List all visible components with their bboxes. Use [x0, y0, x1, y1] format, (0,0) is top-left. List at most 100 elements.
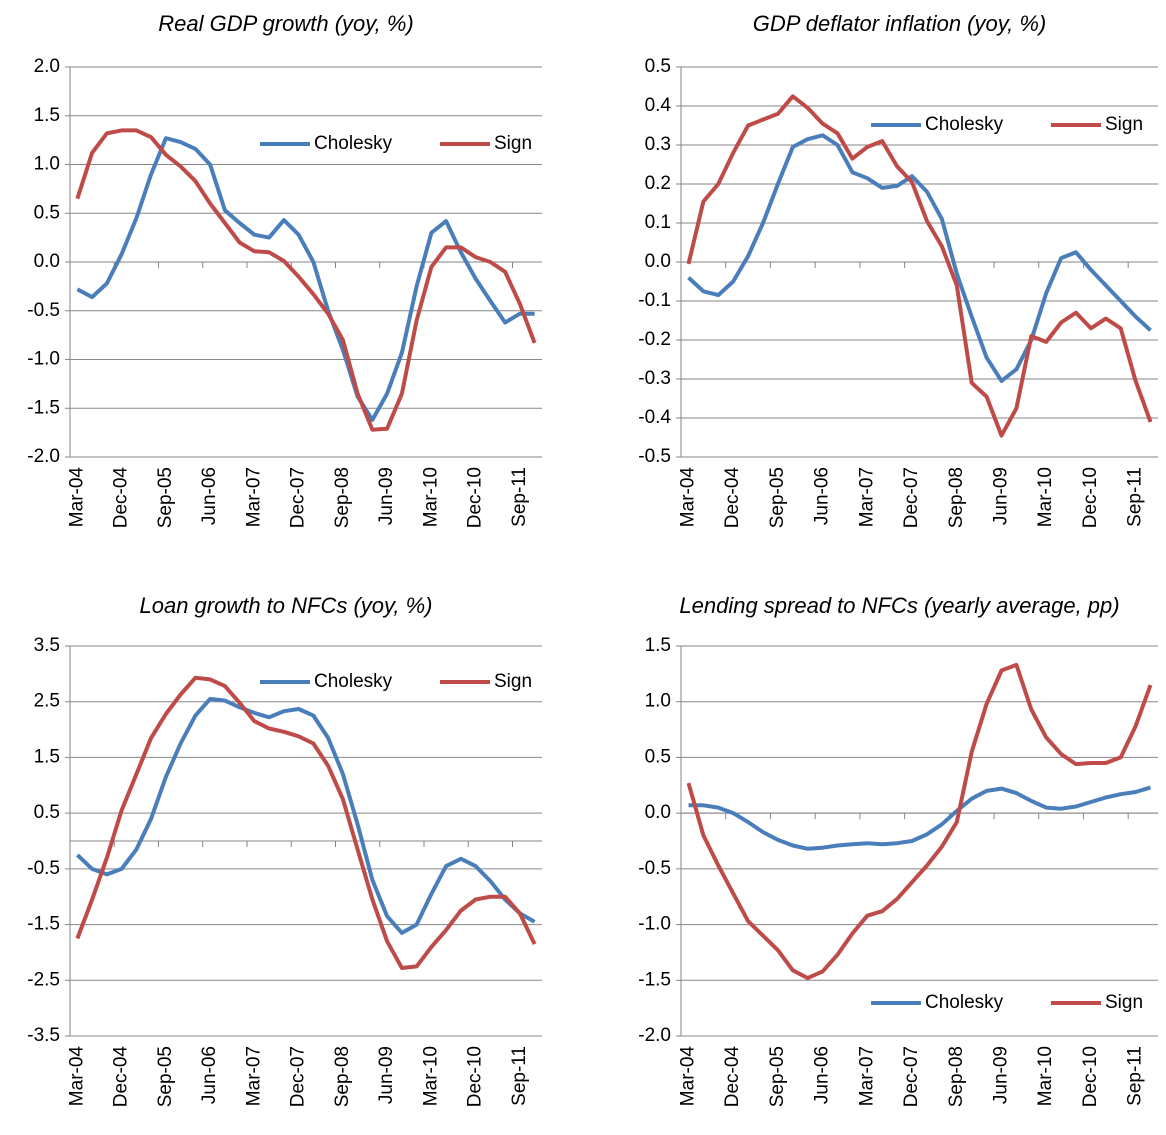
x-tick-label: Dec-04 [111, 1046, 132, 1108]
chart-title: GDP deflator inflation (yoy, %) [753, 11, 1046, 36]
y-tick-label: -0.5 [638, 446, 671, 467]
x-tick-label: Sep-11 [1125, 467, 1146, 527]
x-tick-label: Sep-08 [946, 467, 967, 528]
y-tick-label: -3.5 [27, 1025, 60, 1046]
legend-label: Cholesky [314, 133, 393, 154]
x-tick-label: Jun-09 [991, 1046, 1012, 1104]
x-tick-label: Jun-06 [199, 467, 220, 525]
x-tick-label: Mar-07 [856, 1046, 877, 1106]
x-tick-label: Jun-06 [812, 1046, 833, 1104]
y-tick-label: -1.0 [638, 914, 671, 935]
x-tick-label: Mar-04 [66, 1046, 87, 1107]
y-tick-label: 0.5 [34, 202, 60, 223]
x-tick-label: Mar-07 [856, 467, 877, 527]
x-tick-label: Dec-07 [901, 1046, 922, 1107]
legend-label: Sign [1105, 992, 1143, 1013]
x-tick-label: Dec-10 [1080, 1046, 1101, 1107]
x-tick-label: Sep-11 [1125, 1046, 1146, 1106]
x-tick-label: Dec-10 [465, 467, 486, 528]
y-tick-label: 0.5 [645, 746, 671, 767]
x-tick-label: Sep-05 [155, 467, 176, 528]
x-tick-label: Mar-07 [243, 1046, 264, 1106]
chart-title: Real GDP growth (yoy, %) [158, 11, 414, 36]
legend-label: Sign [494, 133, 532, 154]
y-tick-label: 1.5 [34, 105, 60, 126]
y-tick-label: -0.3 [638, 368, 671, 389]
y-tick-label: -2.0 [27, 446, 60, 467]
legend-label: Cholesky [925, 992, 1004, 1013]
y-tick-label: 2.0 [34, 56, 60, 77]
chart-title: Lending spread to NFCs (yearly average, … [679, 593, 1119, 618]
series-line [688, 785, 1152, 851]
y-tick-label: -1.0 [27, 349, 60, 370]
chart-title: Loan growth to NFCs (yoy, %) [139, 593, 432, 618]
x-tick-label: Dec-07 [288, 1046, 309, 1107]
legend-label: Sign [1105, 114, 1143, 135]
x-tick-label: Dec-04 [111, 467, 132, 529]
x-tick-label: Jun-09 [376, 467, 397, 525]
legend-label: Sign [494, 671, 532, 692]
legend-label: Cholesky [925, 114, 1004, 135]
x-tick-label: Dec-10 [1080, 467, 1101, 528]
x-tick-label: Mar-10 [420, 1046, 441, 1106]
y-tick-label: 0.0 [645, 802, 671, 823]
series-line [75, 128, 537, 432]
y-tick-label: -1.5 [638, 969, 671, 990]
y-tick-label: -2.5 [27, 969, 60, 990]
series-line [686, 662, 1153, 981]
y-tick-label: 0.2 [645, 173, 671, 194]
x-tick-label: Jun-09 [991, 467, 1012, 525]
x-tick-label: Mar-07 [243, 467, 264, 527]
series-line [686, 94, 1153, 438]
y-tick-label: 0.0 [34, 251, 60, 272]
y-tick-label: -0.2 [638, 329, 671, 350]
x-tick-label: Dec-07 [901, 467, 922, 528]
x-tick-label: Mar-10 [1035, 467, 1056, 527]
x-tick-label: Mar-04 [677, 1046, 698, 1107]
x-tick-label: Sep-05 [155, 1046, 176, 1107]
y-tick-label: 0.4 [645, 95, 672, 116]
y-tick-label: 1.0 [645, 691, 671, 712]
x-tick-label: Sep-05 [767, 1046, 788, 1107]
y-tick-label: 0.5 [645, 56, 671, 77]
y-tick-label: 1.0 [34, 154, 60, 175]
series-line [76, 136, 535, 422]
x-tick-label: Jun-06 [812, 467, 833, 525]
x-tick-label: Dec-04 [722, 467, 743, 529]
y-tick-label: -0.4 [638, 407, 671, 428]
x-tick-label: Sep-05 [767, 467, 788, 528]
x-tick-label: Mar-04 [677, 467, 698, 528]
y-tick-label: 1.5 [645, 635, 671, 656]
series-line [75, 675, 537, 970]
y-tick-label: 0.3 [645, 134, 671, 155]
y-tick-label: -0.5 [638, 858, 671, 879]
x-tick-label: Mar-10 [420, 467, 441, 527]
series-line [687, 133, 1152, 383]
x-tick-label: Sep-08 [332, 467, 353, 528]
x-tick-label: Dec-07 [288, 467, 309, 528]
x-tick-label: Jun-06 [199, 1046, 220, 1104]
y-tick-label: -0.5 [27, 858, 60, 879]
series-line [76, 696, 536, 935]
x-tick-label: Mar-04 [66, 467, 87, 528]
x-tick-label: Sep-08 [946, 1046, 967, 1107]
y-tick-label: 0.0 [645, 251, 671, 272]
y-tick-label: -0.5 [27, 300, 60, 321]
y-tick-label: -1.5 [27, 914, 60, 935]
x-tick-label: Dec-10 [465, 1046, 486, 1107]
x-tick-label: Sep-11 [509, 1046, 530, 1106]
y-tick-label: 3.5 [34, 635, 60, 656]
y-tick-label: -2.0 [638, 1025, 671, 1046]
y-tick-label: 0.5 [34, 802, 60, 823]
y-tick-label: 2.5 [34, 691, 60, 712]
y-tick-label: -1.5 [27, 397, 60, 418]
x-tick-label: Sep-08 [332, 1046, 353, 1107]
x-tick-label: Jun-09 [376, 1046, 397, 1104]
x-tick-label: Dec-04 [722, 1046, 743, 1108]
x-tick-label: Sep-11 [509, 467, 530, 527]
legend-label: Cholesky [314, 671, 393, 692]
y-tick-label: -0.1 [638, 290, 671, 311]
x-tick-label: Mar-10 [1035, 1046, 1056, 1106]
